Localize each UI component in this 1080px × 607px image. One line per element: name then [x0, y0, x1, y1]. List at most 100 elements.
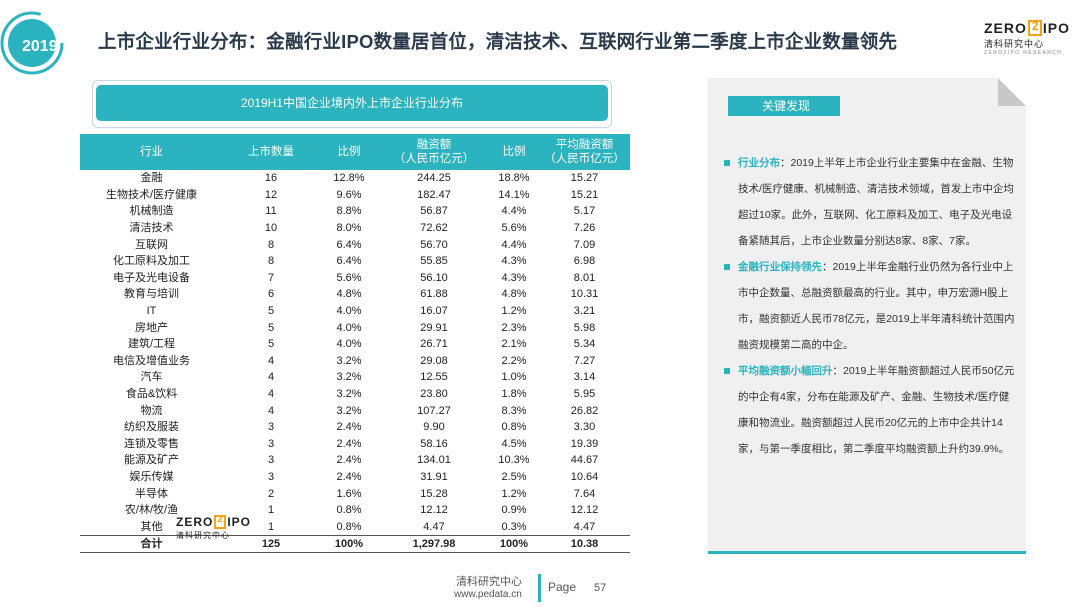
table-cell: 2.4%: [336, 437, 362, 450]
column-header: 比例: [489, 134, 539, 170]
table-cell: 6.4%: [336, 238, 362, 251]
table-cell: 12.8%: [333, 172, 365, 185]
table-cell: 8.01: [573, 271, 596, 284]
table-row: 其他 1 0.8% 4.47 0.3% 4.47: [80, 518, 630, 535]
table-cell: 1.8%: [501, 388, 527, 401]
table-cell: 55.85: [420, 255, 448, 268]
table-cell: 56.70: [420, 238, 448, 251]
table-cell: 3.2%: [336, 388, 362, 401]
table-cell: 72.62: [420, 222, 448, 235]
table-cell: 15.21: [570, 188, 599, 201]
total-cell: 合计: [80, 534, 223, 553]
table-cell: 3.2%: [336, 371, 362, 384]
table-cell: 182.47: [417, 188, 451, 201]
table-row: 电信及增值业务 4 3.2% 29.08 2.2% 7.27: [80, 353, 630, 370]
table-cell: 10.31: [570, 288, 599, 301]
table-row: 农/林/牧/渔 1 0.8% 12.12 0.9% 12.12: [80, 502, 630, 519]
table-row: 娱乐传媒 3 2.4% 31.91 2.5% 10.64: [80, 469, 630, 486]
table-caption: 2019H1中国企业境内外上市企业行业分布: [96, 85, 608, 121]
table-row: 电子及光电设备 7 5.6% 56.10 4.3% 8.01: [80, 270, 630, 287]
table-cell: 44.67: [570, 454, 599, 467]
table-row: 建筑/工程 5 4.0% 26.71 2.1% 5.34: [80, 336, 630, 353]
table-cell: 5: [267, 321, 275, 334]
table-cell: 生物技术/医疗健康: [105, 188, 198, 201]
column-header: 比例: [319, 134, 379, 170]
table-cell: 5.95: [573, 388, 596, 401]
table-cell: 0.8%: [336, 504, 362, 517]
table-cell: 1: [267, 504, 275, 517]
table-cell: 0.8%: [501, 421, 527, 434]
square-bullet-icon: [724, 160, 730, 166]
table-cell: 16.07: [420, 305, 448, 318]
table-cell: 1.2%: [501, 487, 527, 500]
table-cell: 4: [267, 371, 275, 384]
table-cell: 8.0%: [336, 222, 362, 235]
table-row: 化工原料及加工 8 6.4% 55.85 4.3% 6.98: [80, 253, 630, 270]
table-cell: 3: [267, 421, 275, 434]
table-cell: 8: [267, 255, 275, 268]
table-cell: 电信及增值业务: [113, 354, 190, 367]
table-cell: IT: [146, 305, 157, 318]
column-header: 上市数量: [223, 134, 319, 170]
table-cell: 4: [267, 354, 275, 367]
table-cell: 12.55: [420, 371, 448, 384]
year-badge: 2019: [0, 8, 82, 78]
table-cell: 0.8%: [336, 520, 362, 533]
table-cell: 8.3%: [501, 404, 527, 417]
industry-distribution-table: 行业 上市数量 比例 融资额 （人民币亿元） 比例 平均融资额 （人民币亿元） …: [80, 134, 630, 553]
table-cell: 6.4%: [336, 255, 362, 268]
table-cell: 2.5%: [501, 470, 527, 483]
table-cell: 4.0%: [336, 338, 362, 351]
column-header: 融资额 （人民币亿元）: [379, 134, 489, 170]
table-cell: 15.27: [570, 172, 599, 185]
table-row: 物流 4 3.2% 107.27 8.3% 26.82: [80, 402, 630, 419]
key-findings-tag: 关键发现: [728, 96, 840, 116]
table-cell: 化工原料及加工: [113, 255, 190, 268]
table-cell: 26.71: [420, 338, 448, 351]
table-cell: 18.8%: [498, 172, 530, 185]
table-cell: 5.6%: [336, 271, 362, 284]
table-cell: 3.21: [573, 305, 596, 318]
table-cell: 134.01: [417, 454, 451, 467]
table-cell: 8: [267, 238, 275, 251]
footer-divider: [538, 574, 541, 602]
panel-accent-line: [708, 551, 1026, 554]
table-cell: 4.0%: [336, 321, 362, 334]
zero2ipo-logo: ZEROIPO 清科研究中心 ZERO2IPO RESEARCH: [984, 19, 1069, 56]
table-cell: 4.8%: [336, 288, 362, 301]
table-cell: 9.6%: [336, 188, 362, 201]
table-cell: 5.98: [573, 321, 596, 334]
table-cell: 14.1%: [498, 188, 530, 201]
key-findings-panel: [708, 78, 1026, 552]
table-cell: 29.91: [420, 321, 448, 334]
table-cell: 连锁及零售: [124, 437, 179, 450]
table-cell: 61.88: [420, 288, 448, 301]
table-cell: 7: [267, 271, 275, 284]
table-cell: 10.3%: [498, 454, 530, 467]
total-cell: 1,297.98: [379, 534, 489, 553]
table-cell: 5.34: [573, 338, 596, 351]
table-cell: 0.3%: [501, 520, 527, 533]
table-cell: 清洁技术: [129, 222, 174, 235]
page-title: 上市企业行业分布：金融行业IPO数量居首位，清洁技术、互联网行业第二季度上市企业…: [98, 31, 898, 52]
table-cell: 4.0%: [336, 305, 362, 318]
table-row: 纺织及服装 3 2.4% 9.90 0.8% 3.30: [80, 419, 630, 436]
table-cell: 31.91: [420, 470, 448, 483]
column-header: 平均融资额 （人民币亿元）: [539, 134, 630, 170]
footer-url[interactable]: www.pedata.cn: [454, 589, 522, 600]
footer-org: 清科研究中心: [456, 576, 522, 588]
table-cell: 5: [267, 338, 275, 351]
page-fold-corner: [998, 78, 1026, 106]
total-cell: 100%: [489, 534, 539, 553]
table-cell: 4.47: [423, 520, 445, 533]
table-cell: 1.6%: [336, 487, 362, 500]
table-cell: 2.4%: [336, 421, 362, 434]
table-cell: 2.3%: [501, 321, 527, 334]
table-cell: 3: [267, 454, 275, 467]
table-cell: 汽车: [140, 371, 163, 384]
table-cell: 3.14: [573, 371, 596, 384]
finding-item: 平均融资额小幅回升：2019上半年融资额超过人民币50亿元的中企有4家，分布在能…: [722, 358, 1018, 462]
table-body: 金融 16 12.8% 244.25 18.8% 15.27 生物技术/医疗健康 12 9.6%…: [80, 170, 630, 553]
table-cell: 3.2%: [336, 404, 362, 417]
table-header-row: 行业 上市数量 比例 融资额 （人民币亿元） 比例 平均融资额 （人民币亿元）: [80, 134, 630, 170]
